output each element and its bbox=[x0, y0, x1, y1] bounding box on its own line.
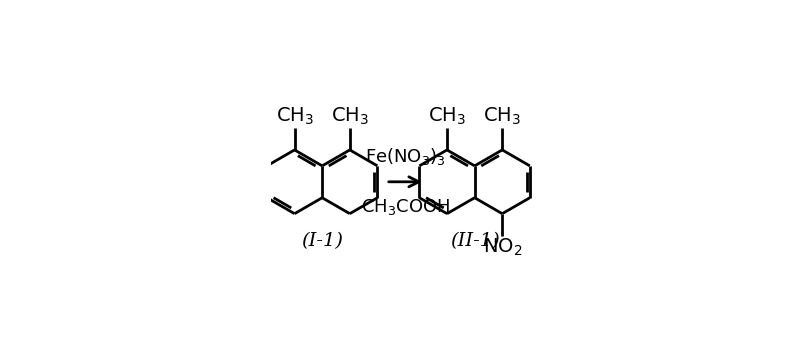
Text: CH$_3$: CH$_3$ bbox=[483, 105, 521, 127]
Text: CH$_3$: CH$_3$ bbox=[331, 105, 369, 127]
Text: (I-1): (I-1) bbox=[301, 233, 343, 251]
Text: (II-1): (II-1) bbox=[450, 233, 499, 251]
Text: CH$_3$COOH: CH$_3$COOH bbox=[360, 197, 450, 217]
Text: CH$_3$: CH$_3$ bbox=[428, 105, 466, 127]
Text: Fe(NO$_3$)$_3$: Fe(NO$_3$)$_3$ bbox=[365, 145, 446, 167]
Text: CH$_3$: CH$_3$ bbox=[276, 105, 313, 127]
Text: NO$_2$: NO$_2$ bbox=[483, 237, 522, 258]
